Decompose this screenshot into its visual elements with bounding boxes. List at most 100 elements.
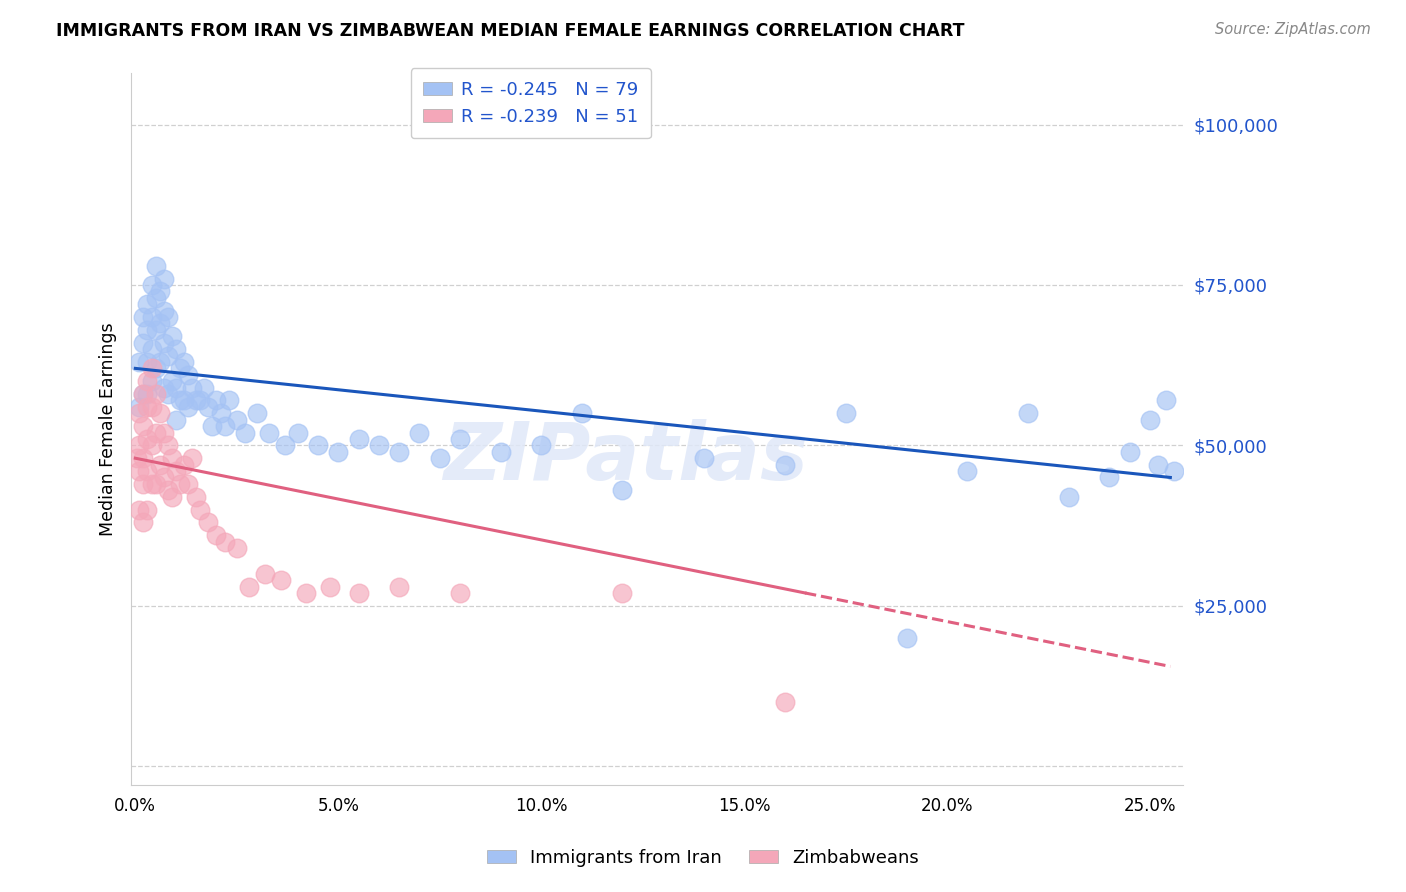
Point — [156, 483, 179, 498]
Point — [449, 586, 471, 600]
Point — [388, 444, 411, 458]
Point — [156, 349, 179, 363]
Point — [145, 387, 167, 401]
Point — [218, 393, 240, 408]
Point — [136, 464, 159, 478]
Point — [201, 419, 224, 434]
Point — [141, 361, 163, 376]
Point — [612, 483, 634, 498]
Point — [149, 406, 172, 420]
Point — [225, 541, 247, 555]
Point — [956, 464, 979, 478]
Point — [165, 342, 187, 356]
Point — [347, 432, 370, 446]
Point — [347, 586, 370, 600]
Point — [205, 393, 228, 408]
Point — [319, 580, 342, 594]
Point — [152, 303, 174, 318]
Point — [132, 387, 155, 401]
Point — [127, 451, 149, 466]
Point — [145, 476, 167, 491]
Point — [128, 464, 150, 478]
Point — [145, 259, 167, 273]
Point — [160, 374, 183, 388]
Point — [181, 451, 204, 466]
Point — [214, 534, 236, 549]
Point — [197, 400, 219, 414]
Point — [145, 361, 167, 376]
Point — [214, 419, 236, 434]
Point — [160, 490, 183, 504]
Point — [254, 566, 277, 581]
Point — [128, 355, 150, 369]
Point — [128, 502, 150, 516]
Point — [1098, 470, 1121, 484]
Point — [136, 502, 159, 516]
Point — [141, 476, 163, 491]
Point — [132, 335, 155, 350]
Point — [149, 317, 172, 331]
Point — [156, 387, 179, 401]
Point — [141, 400, 163, 414]
Point — [136, 432, 159, 446]
Point — [136, 355, 159, 369]
Point — [169, 476, 191, 491]
Point — [259, 425, 281, 440]
Point — [489, 444, 512, 458]
Point — [246, 406, 269, 420]
Point — [173, 393, 195, 408]
Point — [367, 438, 389, 452]
Point — [307, 438, 329, 452]
Point — [193, 381, 215, 395]
Point — [612, 586, 634, 600]
Point — [328, 444, 350, 458]
Point — [149, 285, 172, 299]
Point — [152, 335, 174, 350]
Point — [205, 528, 228, 542]
Point — [145, 291, 167, 305]
Point — [128, 400, 150, 414]
Point — [136, 297, 159, 311]
Point — [173, 355, 195, 369]
Point — [132, 310, 155, 324]
Point — [152, 271, 174, 285]
Point — [773, 695, 796, 709]
Point — [287, 425, 309, 440]
Point — [149, 355, 172, 369]
Point — [152, 470, 174, 484]
Point — [1156, 393, 1178, 408]
Point — [834, 406, 856, 420]
Point — [388, 580, 411, 594]
Point — [136, 323, 159, 337]
Point — [270, 573, 292, 587]
Point — [429, 451, 451, 466]
Point — [128, 406, 150, 420]
Point — [128, 438, 150, 452]
Point — [141, 438, 163, 452]
Point — [152, 381, 174, 395]
Point — [152, 425, 174, 440]
Point — [145, 323, 167, 337]
Point — [225, 413, 247, 427]
Point — [896, 631, 918, 645]
Point — [132, 419, 155, 434]
Point — [132, 451, 155, 466]
Point — [197, 516, 219, 530]
Point — [132, 476, 155, 491]
Text: Source: ZipAtlas.com: Source: ZipAtlas.com — [1215, 22, 1371, 37]
Text: IMMIGRANTS FROM IRAN VS ZIMBABWEAN MEDIAN FEMALE EARNINGS CORRELATION CHART: IMMIGRANTS FROM IRAN VS ZIMBABWEAN MEDIA… — [56, 22, 965, 40]
Point — [209, 406, 232, 420]
Point — [1119, 444, 1142, 458]
Point — [149, 458, 172, 472]
Point — [156, 438, 179, 452]
Point — [1139, 413, 1161, 427]
Legend: Immigrants from Iran, Zimbabweans: Immigrants from Iran, Zimbabweans — [479, 842, 927, 874]
Point — [530, 438, 553, 452]
Point — [294, 586, 316, 600]
Point — [169, 361, 191, 376]
Point — [449, 432, 471, 446]
Point — [233, 425, 256, 440]
Point — [188, 393, 211, 408]
Point — [141, 310, 163, 324]
Point — [136, 374, 159, 388]
